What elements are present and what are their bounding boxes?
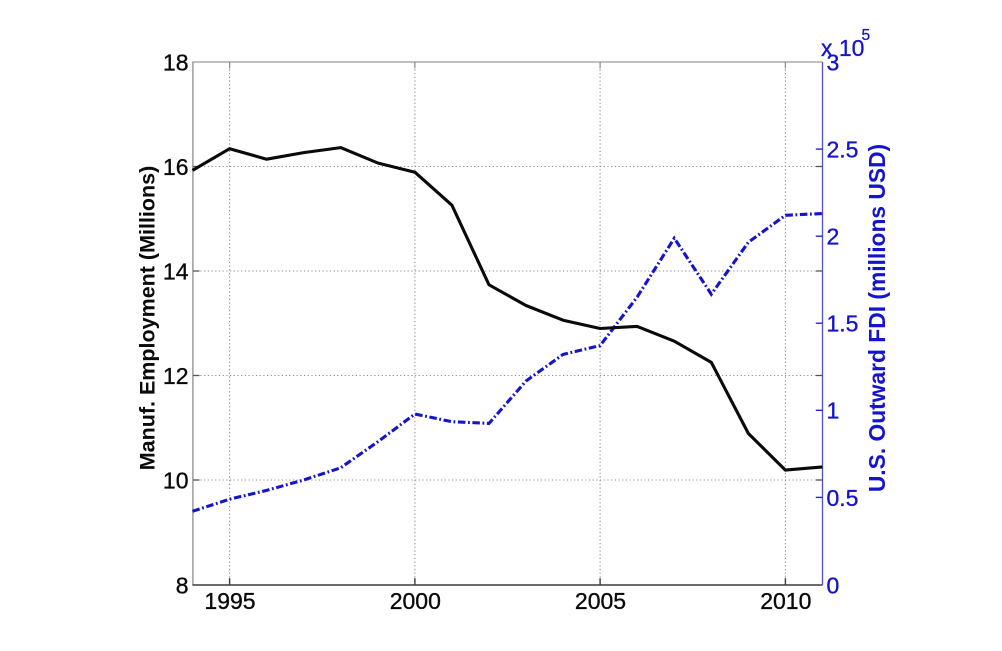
svg-text:2010: 2010 <box>760 588 811 614</box>
svg-text:0.5: 0.5 <box>827 485 859 511</box>
svg-text:5: 5 <box>862 27 871 44</box>
svg-text:1: 1 <box>827 398 840 424</box>
svg-text:18: 18 <box>163 49 189 75</box>
svg-text:Manuf. Employment (Millions): Manuf. Employment (Millions) <box>136 166 160 471</box>
svg-text:2.5: 2.5 <box>827 137 859 163</box>
svg-text:14: 14 <box>163 258 189 284</box>
svg-text:x 10: x 10 <box>821 35 864 61</box>
svg-text:3: 3 <box>827 49 840 75</box>
svg-text:8: 8 <box>176 572 189 598</box>
svg-text:16: 16 <box>163 154 189 180</box>
svg-text:10: 10 <box>163 467 189 493</box>
svg-text:2005: 2005 <box>575 588 626 614</box>
svg-text:2: 2 <box>827 224 840 250</box>
svg-text:0: 0 <box>827 572 840 598</box>
svg-text:U.S. Outward FDI (millions USD: U.S. Outward FDI (millions USD) <box>864 144 890 492</box>
svg-text:1.5: 1.5 <box>827 311 859 337</box>
svg-text:12: 12 <box>163 363 189 389</box>
svg-text:2000: 2000 <box>390 588 441 614</box>
svg-text:1995: 1995 <box>204 588 255 614</box>
